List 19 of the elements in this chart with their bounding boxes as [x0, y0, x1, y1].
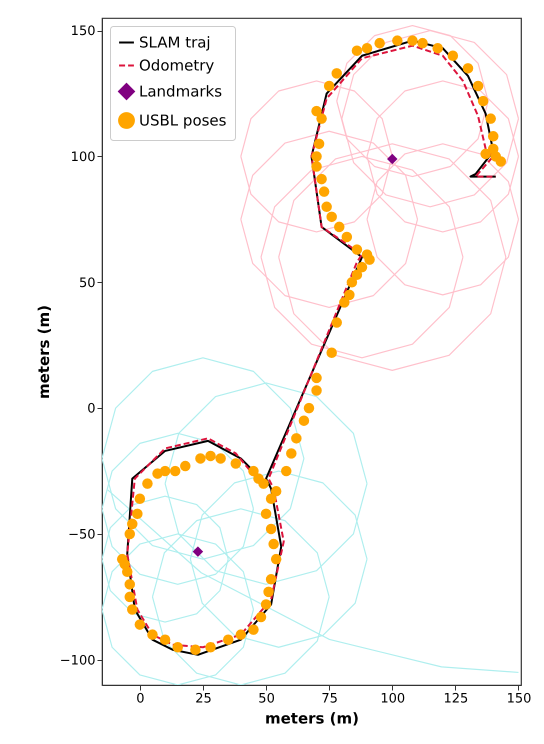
x-tick-label: 150: [506, 692, 532, 706]
y-tick-label: 0: [87, 402, 96, 417]
y-tick-label: 50: [78, 276, 96, 291]
legend-label: USBL poses: [139, 112, 227, 130]
x-tick-label: 75: [321, 692, 338, 706]
x-axis-title: meters (m): [264, 710, 360, 728]
y-tick-label: 100: [70, 150, 96, 165]
legend-label: Landmarks: [139, 82, 222, 100]
y-tick-label: 150: [70, 24, 96, 40]
y-tick-label: −50: [68, 527, 96, 542]
x-tick-label: 50: [258, 692, 275, 706]
x-tick-label: 25: [195, 692, 212, 706]
legend-label: SLAM traj: [139, 34, 211, 52]
y-axis-title: meters (m): [34, 304, 53, 400]
y-tick-label: −100: [60, 653, 96, 668]
legend-label: Odometry: [139, 56, 214, 74]
x-tick-label: 0: [136, 692, 144, 706]
x-tick-label: 100: [380, 692, 406, 706]
x-tick-label: 125: [443, 692, 468, 706]
